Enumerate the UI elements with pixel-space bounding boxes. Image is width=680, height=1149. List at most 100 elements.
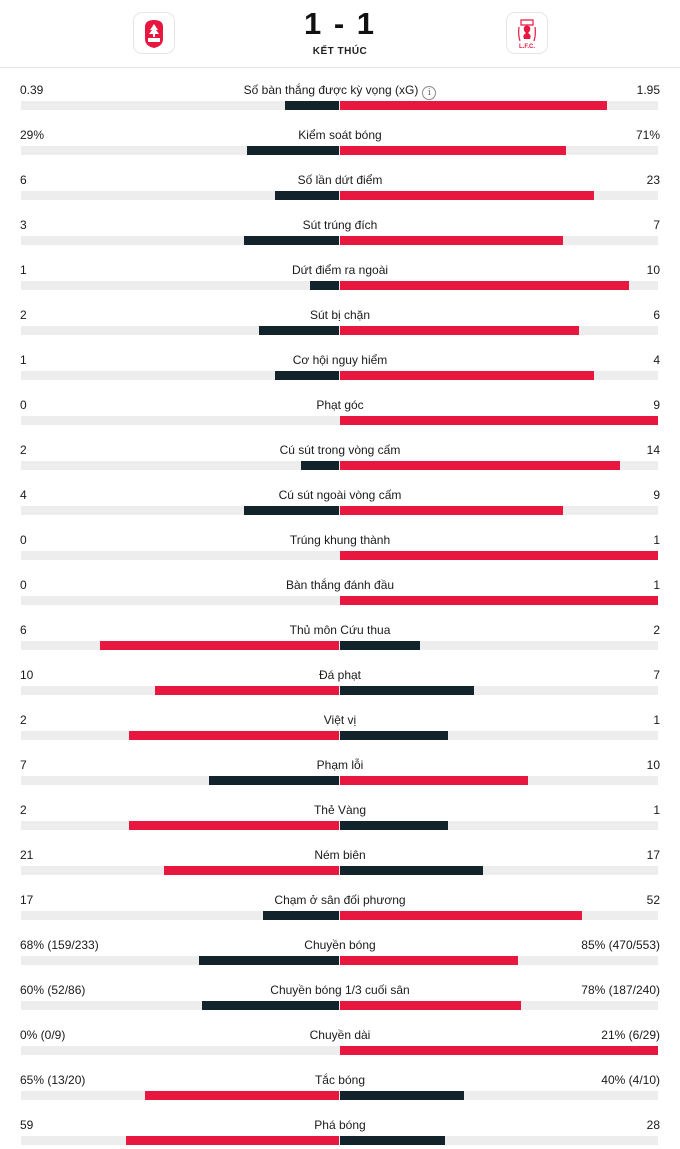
away-stat-bar	[340, 596, 658, 605]
stat-label-text: Chuyền bóng 1/3 cuối sân	[270, 983, 410, 997]
stat-label-text: Bàn thắng đánh đầu	[285, 578, 395, 592]
stat-bar-track	[21, 506, 658, 515]
away-stat-bar	[340, 236, 563, 245]
stat-label-text: Ném biên	[314, 848, 366, 862]
stat-row: 6 Thủ môn Cứu thua 2	[0, 609, 680, 654]
home-stat-value: 6	[20, 623, 27, 637]
stat-row: 3 Sút trúng đích 7	[0, 204, 680, 249]
home-stat-bar	[202, 1001, 339, 1010]
stat-label: Thủ môn Cứu thua	[140, 623, 540, 637]
stat-row: 2 Sút bị chặn 6	[0, 294, 680, 339]
stat-bar-track	[21, 821, 658, 830]
stat-label: Thẻ Vàng	[140, 803, 540, 817]
home-stat-value: 2	[20, 713, 27, 727]
away-stat-value: 78% (187/240)	[581, 983, 660, 997]
home-stat-bar	[199, 956, 339, 965]
away-stat-bar	[340, 1046, 658, 1055]
away-stat-bar	[340, 146, 566, 155]
stat-bar-track	[21, 461, 658, 470]
home-stat-bar	[310, 281, 339, 290]
stat-label-text: Cơ hội nguy hiểm	[292, 353, 388, 367]
home-stat-value: 6	[20, 173, 27, 187]
away-stat-bar	[340, 911, 582, 920]
stat-bar-track	[21, 911, 658, 920]
stat-row: 29% Kiểm soát bóng 71%	[0, 114, 680, 159]
stat-label: Bàn thắng đánh đầu	[140, 578, 540, 592]
stat-bar-track	[21, 866, 658, 875]
stat-row: 7 Phạm lỗi 10	[0, 744, 680, 789]
stat-label: Ném biên	[140, 848, 540, 862]
stat-label: Chuyền dài	[140, 1028, 540, 1042]
home-stat-bar	[129, 821, 339, 830]
stat-bar-track	[21, 101, 658, 110]
home-stat-bar	[301, 461, 339, 470]
stat-bar-track	[21, 731, 658, 740]
home-stat-value: 2	[20, 443, 27, 457]
stat-label: Cú sút ngoài vòng cấm	[140, 488, 540, 502]
info-icon[interactable]: i	[422, 86, 437, 100]
stat-label: Dứt điểm ra ngoài	[140, 263, 540, 277]
stat-label: Chạm ở sân đối phương	[140, 893, 540, 907]
away-stat-value: 4	[653, 353, 660, 367]
away-stat-value: 40% (4/10)	[601, 1073, 660, 1087]
stat-label-text: Trúng khung thành	[289, 533, 391, 547]
stat-label-text: Phạt góc	[316, 398, 364, 412]
home-stat-value: 0% (0/9)	[20, 1028, 66, 1042]
home-stat-value: 65% (13/20)	[20, 1073, 86, 1087]
away-stat-value: 71%	[635, 128, 660, 142]
stat-label: Kiểm soát bóng	[140, 128, 540, 142]
home-stat-bar	[244, 236, 339, 245]
away-stat-value: 21% (6/29)	[601, 1028, 660, 1042]
stat-label: Số bàn thắng được kỳ vọng (xG) i	[140, 83, 540, 100]
away-stat-value: 1	[653, 803, 660, 817]
stat-label: Tắc bóng	[140, 1073, 540, 1087]
away-stat-bar	[340, 416, 658, 425]
stat-row: 60% (52/86) Chuyền bóng 1/3 cuối sân 78% (…	[0, 969, 680, 1014]
stat-row: 21 Ném biên 17	[0, 834, 680, 879]
stat-label: Phá bóng	[140, 1118, 540, 1132]
away-stat-bar	[340, 776, 528, 785]
away-stat-value: 1	[653, 578, 660, 592]
away-stat-bar	[340, 641, 420, 650]
home-stat-value: 68% (159/233)	[20, 938, 99, 952]
home-stat-bar	[155, 686, 339, 695]
home-stat-value: 29%	[20, 128, 45, 142]
stat-label-text: Sút bị chặn	[309, 308, 371, 322]
stat-bar-track	[21, 776, 658, 785]
stat-row: 6 Số lần dứt điểm 23	[0, 159, 680, 204]
stat-label: Trúng khung thành	[140, 533, 540, 547]
home-stat-bar	[263, 911, 339, 920]
stat-row: 0.39 Số bàn thắng được kỳ vọng (xG) i 1.95	[0, 69, 680, 114]
stat-label-text: Số lần dứt điểm	[297, 173, 383, 187]
home-stat-bar	[145, 1091, 339, 1100]
away-stat-value: 1.95	[636, 83, 660, 97]
stat-bar-track	[21, 551, 658, 560]
stat-bar-track	[21, 596, 658, 605]
home-stat-value: 59	[20, 1118, 34, 1132]
stat-label-text: Dứt điểm ra ngoài	[291, 263, 389, 277]
home-stat-value: 1	[20, 263, 27, 277]
stat-bar-track	[21, 1136, 658, 1145]
nottingham-forest-crest-icon[interactable]	[133, 12, 175, 54]
home-stat-value: 1	[20, 353, 27, 367]
away-stat-value: 9	[653, 398, 660, 412]
stat-row: 10 Đá phạt 7	[0, 654, 680, 699]
home-stat-bar	[285, 101, 339, 110]
stat-bar-track	[21, 236, 658, 245]
stat-label: Đá phạt	[140, 668, 540, 682]
stat-bar-track	[21, 1091, 658, 1100]
stat-bar-track	[21, 326, 658, 335]
stat-label: Số lần dứt điểm	[140, 173, 540, 187]
home-stat-value: 0	[20, 533, 27, 547]
stat-label-text: Thẻ Vàng	[313, 803, 367, 817]
away-stat-value: 14	[646, 443, 660, 457]
stat-label: Chuyền bóng 1/3 cuối sân	[140, 983, 540, 997]
away-stat-bar	[340, 686, 474, 695]
home-stat-value: 2	[20, 803, 27, 817]
liverpool-crest-icon[interactable]: L.F.C.	[506, 12, 548, 54]
home-stat-bar	[126, 1136, 339, 1145]
home-stat-value: 21	[20, 848, 34, 862]
away-stat-bar	[340, 281, 629, 290]
stat-row: 65% (13/20) Tắc bóng 40% (4/10)	[0, 1059, 680, 1104]
stat-label-text: Kiểm soát bóng	[298, 128, 382, 142]
